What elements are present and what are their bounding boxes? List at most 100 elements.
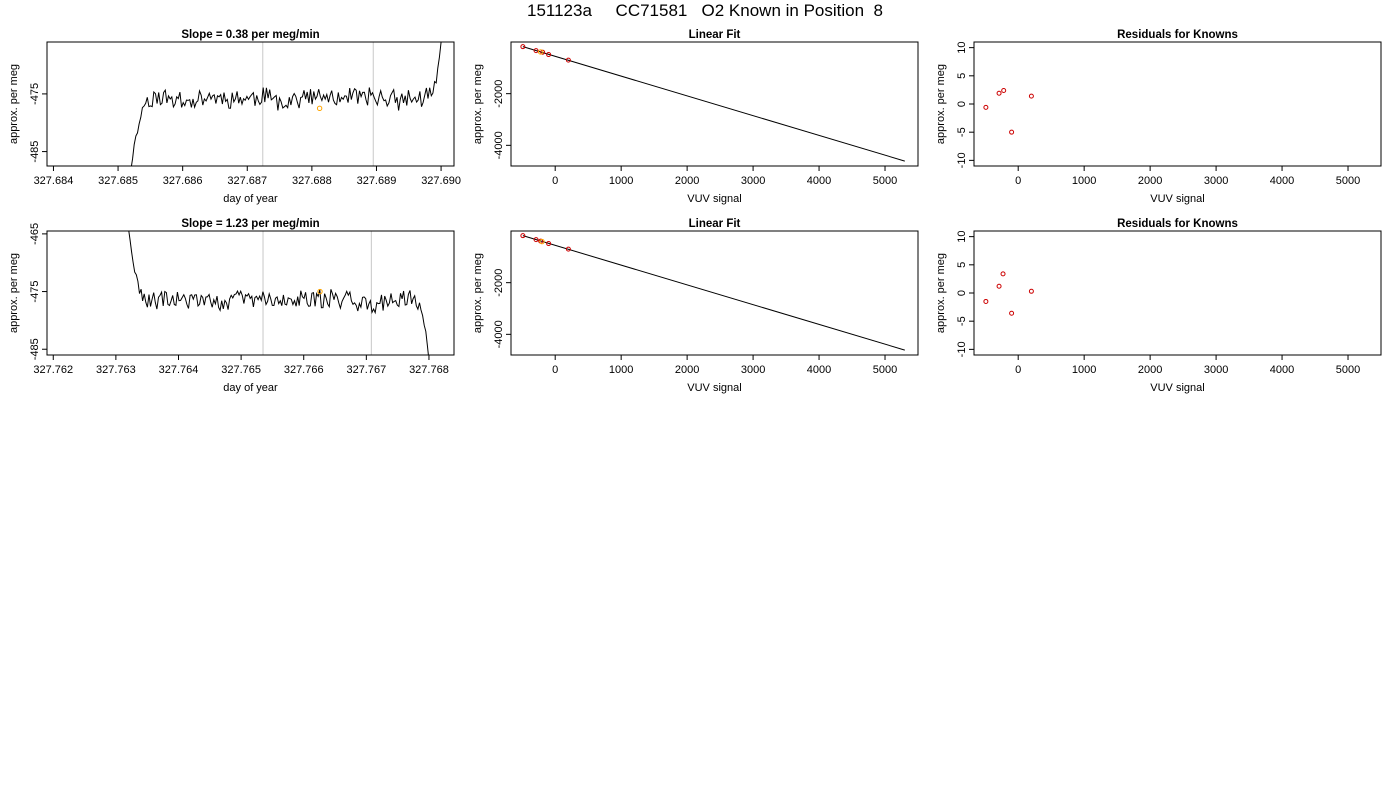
highlight-point bbox=[317, 288, 323, 295]
x-tick-label: 3000 bbox=[1204, 364, 1228, 376]
x-tick-label: 2000 bbox=[675, 175, 699, 187]
x-tick-label: 4000 bbox=[807, 364, 831, 376]
x-tick-label: 2000 bbox=[1138, 364, 1162, 376]
x-tick-label: 1000 bbox=[1072, 364, 1096, 376]
x-tick-label: 1000 bbox=[1072, 175, 1096, 187]
x-axis-label: VUV signal bbox=[1150, 193, 1204, 205]
x-axis-label: day of year bbox=[223, 382, 278, 394]
y-tick-label: -5 bbox=[956, 127, 968, 137]
plot-area bbox=[983, 271, 1034, 316]
x-tick-label: 5000 bbox=[1336, 364, 1360, 376]
known-point bbox=[520, 44, 526, 50]
y-tick-label: -475 bbox=[29, 83, 41, 105]
y-tick-label: -10 bbox=[956, 341, 968, 357]
known-point bbox=[996, 90, 1002, 96]
plot-frame bbox=[973, 230, 1382, 356]
x-tick-label: 327.764 bbox=[159, 364, 199, 376]
known-point bbox=[1001, 87, 1007, 93]
y-tick-label: -4000 bbox=[493, 320, 505, 348]
known-point bbox=[533, 237, 539, 243]
x-tick-label: 3000 bbox=[1204, 175, 1228, 187]
x-tick-label: 4000 bbox=[807, 175, 831, 187]
plot-frame bbox=[510, 41, 919, 167]
x-tick-label: 2000 bbox=[1138, 175, 1162, 187]
x-tick-label: 4000 bbox=[1270, 364, 1294, 376]
y-tick-label: -2000 bbox=[493, 269, 505, 297]
fit-line bbox=[522, 235, 905, 351]
known-point bbox=[996, 283, 1002, 289]
plot-area bbox=[130, 42, 442, 166]
known-point bbox=[565, 246, 571, 252]
plot-area bbox=[520, 44, 905, 162]
y-tick-label: -485 bbox=[29, 141, 41, 163]
plot-area bbox=[983, 87, 1034, 135]
panel-r2-timeseries: Slope = 1.23 per meg/min 327.762 327.763 32… bbox=[8, 218, 455, 394]
highlight-point bbox=[539, 238, 545, 245]
figure-title: 151123a CC71581 O2 Known in Position 8 bbox=[527, 1, 883, 20]
x-tick-label: 2000 bbox=[675, 364, 699, 376]
x-tick-label: 327.762 bbox=[33, 364, 73, 376]
x-axis-label: VUV signal bbox=[687, 193, 741, 205]
plot-area bbox=[520, 233, 905, 351]
known-point bbox=[533, 48, 539, 54]
x-tick-label: 4000 bbox=[1270, 175, 1294, 187]
x-tick-label: 327.763 bbox=[96, 364, 136, 376]
panel-r2-resid: Residuals for Knowns 0 1000 2000 3000 4000 500… bbox=[935, 218, 1382, 394]
y-tick-label: 10 bbox=[956, 231, 968, 243]
known-point bbox=[520, 233, 526, 239]
panel-title: Residuals for Knowns bbox=[1117, 29, 1238, 41]
known-point bbox=[983, 298, 989, 304]
x-tick-label: 327.685 bbox=[98, 175, 138, 187]
x-tick-label: 327.684 bbox=[34, 175, 74, 187]
known-point bbox=[565, 57, 571, 63]
panel-title: Linear Fit bbox=[689, 29, 741, 41]
panel-title: Slope = 1.23 per meg/min bbox=[181, 218, 319, 230]
panel-title: Residuals for Knowns bbox=[1117, 218, 1238, 230]
x-tick-label: 327.688 bbox=[292, 175, 332, 187]
y-axis-label: approx. per meg bbox=[935, 64, 947, 144]
x-tick-label: 327.687 bbox=[227, 175, 267, 187]
y-axis-label: approx. per meg bbox=[8, 253, 20, 333]
x-axis-label: day of year bbox=[223, 193, 278, 205]
panel-title: Linear Fit bbox=[689, 218, 741, 230]
y-tick-label: -4000 bbox=[493, 131, 505, 159]
fit-line bbox=[522, 46, 905, 162]
data-trace-line bbox=[130, 42, 442, 166]
plot-area bbox=[128, 231, 429, 355]
known-point bbox=[1009, 310, 1015, 316]
highlight-point bbox=[537, 49, 544, 55]
x-tick-label: 5000 bbox=[873, 364, 897, 376]
plot-frame bbox=[46, 230, 455, 356]
y-tick-label: 5 bbox=[956, 73, 968, 79]
x-tick-label: 0 bbox=[552, 364, 558, 376]
y-tick-label: -10 bbox=[956, 152, 968, 168]
data-trace-line bbox=[128, 231, 429, 355]
known-point bbox=[1028, 288, 1034, 294]
x-tick-label: 327.765 bbox=[221, 364, 261, 376]
y-tick-label: 10 bbox=[956, 42, 968, 54]
plot-frame bbox=[973, 41, 1382, 167]
x-tick-label: 327.768 bbox=[409, 364, 449, 376]
panel-title: Slope = 0.38 per meg/min bbox=[181, 29, 319, 41]
x-tick-label: 327.767 bbox=[346, 364, 386, 376]
x-tick-label: 5000 bbox=[873, 175, 897, 187]
x-axis-label: VUV signal bbox=[687, 382, 741, 394]
x-tick-label: 327.689 bbox=[357, 175, 397, 187]
y-tick-label: -465 bbox=[29, 223, 41, 245]
plot-frame bbox=[46, 41, 455, 167]
x-tick-label: 327.766 bbox=[284, 364, 324, 376]
known-point bbox=[1028, 93, 1034, 99]
x-tick-label: 0 bbox=[1015, 175, 1021, 187]
x-tick-label: 327.686 bbox=[163, 175, 203, 187]
y-axis-label: approx. per meg bbox=[8, 64, 20, 144]
x-tick-label: 3000 bbox=[741, 364, 765, 376]
y-tick-label: 0 bbox=[956, 290, 968, 296]
x-tick-label: 1000 bbox=[609, 364, 633, 376]
known-point bbox=[546, 52, 552, 58]
plot-frame bbox=[510, 230, 919, 356]
x-tick-label: 1000 bbox=[609, 175, 633, 187]
panel-r1-fit: Linear Fit 0 1000 2000 3000 4000 5000 -2000 -400… bbox=[472, 29, 919, 205]
y-tick-label: -5 bbox=[956, 316, 968, 326]
highlight-point bbox=[316, 105, 323, 112]
